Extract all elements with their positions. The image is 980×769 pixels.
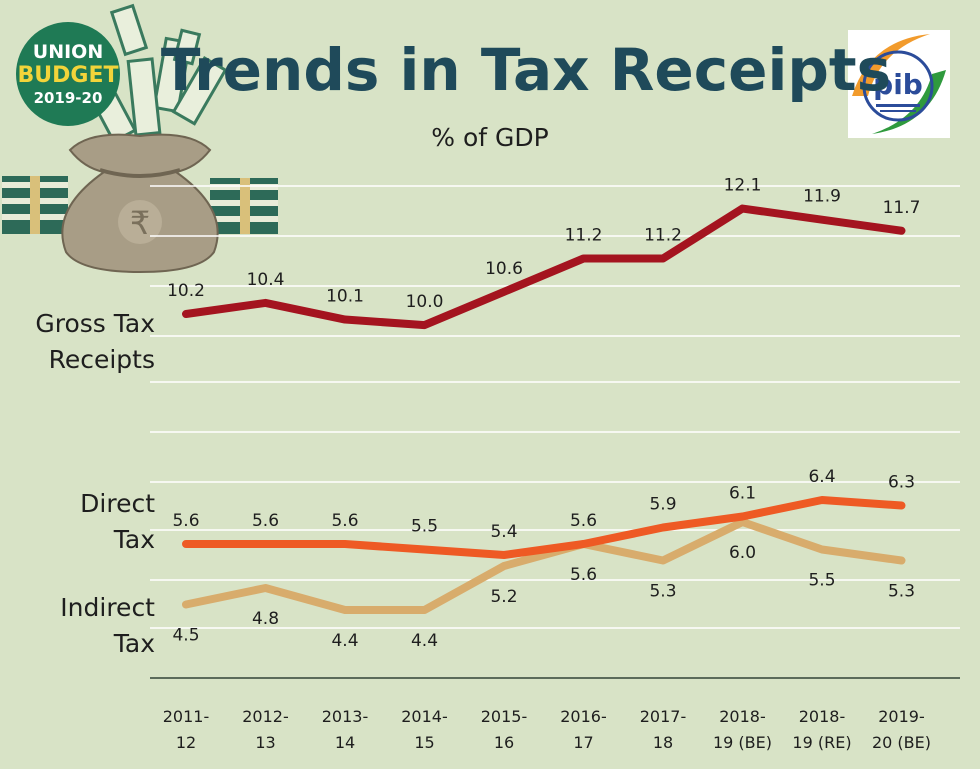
indirect-tax-value-label: 5.6 (570, 565, 597, 585)
badge-line-3: 2019-20 (34, 89, 103, 107)
direct-tax-value-label: 5.6 (570, 511, 597, 531)
x-tick-label: 2019-20 (BE) (872, 707, 931, 752)
gross-tax-value-label: 10.1 (326, 287, 364, 307)
indirect-tax-value-label: 5.2 (490, 587, 517, 607)
x-axis-ticks: 2011-12 2012-13 2013-14 2014-15 2015-16 2016-… (163, 707, 931, 752)
direct-tax-value-label: 5.6 (252, 511, 279, 531)
x-tick-label: 2017-18 (640, 707, 687, 752)
gross-tax-value-label: 11.7 (883, 198, 921, 218)
cash-bundle-icon (2, 176, 68, 234)
indirect-tax-value-label: 4.5 (172, 626, 199, 646)
gross-tax-value-label: 12.1 (724, 176, 762, 196)
svg-text:₹: ₹ (130, 204, 150, 242)
direct-tax-value-label: 6.3 (888, 473, 915, 493)
series-lines (182, 204, 906, 614)
pib-logo-icon: pib (848, 30, 950, 138)
direct-tax-value-label: 5.5 (411, 517, 438, 537)
x-tick-label: 2016-17 (560, 707, 607, 752)
x-tick-label: 2014-15 (401, 707, 448, 752)
direct-tax-value-label: 5.9 (649, 495, 676, 515)
series-names: Gross Tax Receipts Direct Tax Indirect Tax (35, 309, 155, 658)
indirect-tax-value-label: 5.3 (888, 582, 915, 602)
x-tick-label: 2012-13 (242, 707, 289, 752)
gross-tax-value-label: 10.6 (485, 259, 523, 279)
gross-tax-value-label: 11.2 (565, 226, 603, 246)
gridlines (150, 185, 960, 679)
gross-tax-receipts-label: Gross Tax Receipts (35, 309, 155, 374)
x-tick-label: 2018-19 (BE) (713, 707, 772, 752)
gross-tax-receipts-line (182, 204, 906, 330)
indirect-tax-value-label: 4.4 (331, 631, 358, 651)
gross-tax-value-label: 11.9 (803, 187, 841, 207)
gross-tax-value-label: 11.2 (644, 226, 682, 246)
gross-tax-value-label: 10.0 (406, 292, 444, 312)
direct-tax-value-label: 5.6 (331, 511, 358, 531)
indirect-tax-value-label: 4.4 (411, 631, 438, 651)
direct-tax-line (182, 496, 906, 559)
direct-tax-value-label: 5.4 (490, 522, 517, 542)
indirect-tax-line (182, 518, 906, 614)
indirect-tax-label: Indirect Tax (60, 593, 155, 658)
rupee-icon: ₹ (118, 200, 162, 244)
badge-line-2: BUDGET (18, 63, 119, 88)
pib-logo-text: pib (873, 68, 923, 101)
x-tick-label: 2018-19 (RE) (792, 707, 851, 752)
chart-subtitle: % of GDP (431, 123, 548, 152)
cash-bundle-icon (210, 178, 278, 234)
x-tick-label: 2013-14 (322, 707, 369, 752)
chart-title: Trends in Tax Receipts (161, 36, 891, 104)
direct-tax-label: Direct Tax (80, 489, 155, 554)
direct-tax-value-label: 6.1 (729, 484, 756, 504)
indirect-tax-value-label: 6.0 (729, 543, 756, 563)
direct-tax-value-label: 6.4 (808, 467, 835, 487)
union-budget-badge: UNION BUDGET 2019-20 (16, 22, 120, 126)
gross-tax-value-label: 10.2 (167, 281, 205, 301)
x-tick-label: 2011-12 (163, 707, 210, 752)
indirect-tax-value-label: 5.3 (649, 582, 676, 602)
gross-tax-value-label: 10.4 (247, 270, 285, 290)
value-labels: 10.2 10.4 10.1 10.0 10.6 11.2 11.2 12.1 11.9 11.7… (167, 176, 920, 651)
indirect-tax-value-label: 4.8 (252, 609, 279, 629)
x-tick-label: 2015-16 (481, 707, 528, 752)
direct-tax-value-label: 5.6 (172, 511, 199, 531)
indirect-tax-value-label: 5.5 (808, 571, 835, 591)
badge-line-1: UNION (33, 41, 103, 63)
